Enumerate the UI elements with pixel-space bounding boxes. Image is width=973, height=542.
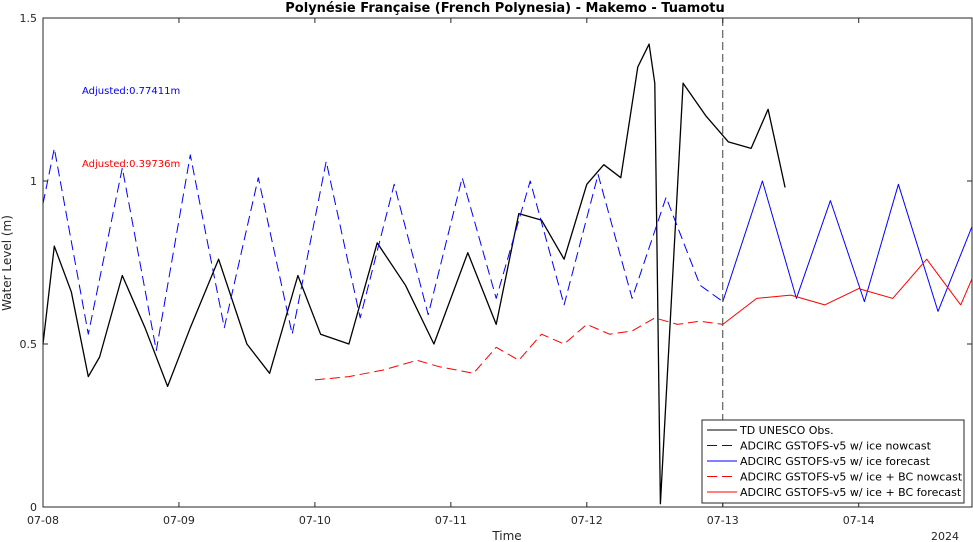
legend-entry: ADCIRC GSTOFS-v5 w/ ice + BC nowcast <box>740 471 963 484</box>
legend-box <box>701 419 965 504</box>
legend-entry: ADCIRC GSTOFS-v5 w/ ice nowcast <box>740 440 932 453</box>
series-line-4 <box>314 317 723 381</box>
year-label: 2024 <box>931 530 959 542</box>
series-line-1 <box>42 43 786 505</box>
legend: TD UNESCO Obs. ADCIRC GSTOFS-v5 w/ ice no… <box>701 419 965 504</box>
legend-entry: ADCIRC GSTOFS-v5 w/ ice forecast <box>740 455 931 468</box>
series-line-2 <box>42 147 724 351</box>
x-tick-label: 07-14 <box>843 514 875 527</box>
y-tick-label: 1.5 <box>20 12 38 25</box>
axes: 07-08 07-09 07-10 07-11 07-12 07-13 07-14 0 0.5 1… <box>20 12 973 527</box>
x-tick-label: 07-13 <box>707 514 739 527</box>
chart-title: Polynésie Française (French Polynesia) -… <box>285 1 724 16</box>
y-axis-label: Water Level (m) <box>0 215 14 311</box>
series-line-3 <box>722 180 973 312</box>
annotation-blue: Adjusted:0.77411m <box>82 86 180 97</box>
x-tick-label: 07-09 <box>163 514 195 527</box>
x-tick-label: 07-12 <box>571 514 603 527</box>
series-line-5 <box>722 258 973 325</box>
annotation-red: Adjusted:0.39736m <box>82 159 180 170</box>
axes-box <box>42 17 973 508</box>
x-tick-label: 07-10 <box>299 514 331 527</box>
legend-entry: ADCIRC GSTOFS-v5 w/ ice + BC forecast <box>740 486 962 499</box>
legend-entry: TD UNESCO Obs. <box>739 424 834 437</box>
y-tick-label: 1 <box>30 175 37 188</box>
y-tick-label: 0.5 <box>20 338 38 351</box>
x-tick-label: 07-11 <box>435 514 467 527</box>
data-lines <box>42 43 973 505</box>
y-tick-label: 0 <box>30 501 37 514</box>
x-axis-label: Time <box>491 529 521 542</box>
x-tick-label: 07-08 <box>27 514 59 527</box>
